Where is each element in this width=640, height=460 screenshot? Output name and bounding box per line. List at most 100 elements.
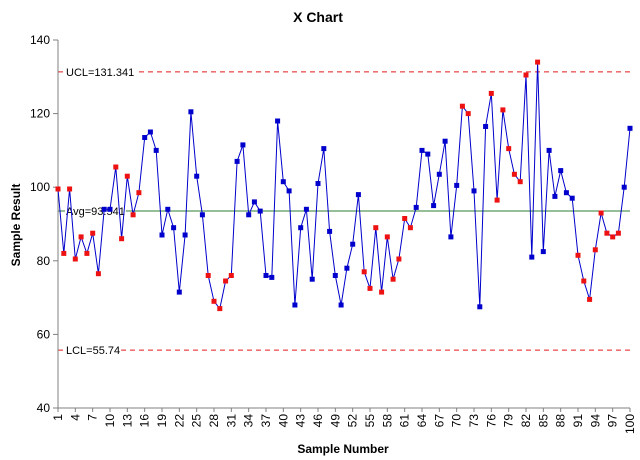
flagged-point bbox=[223, 278, 229, 284]
x-tick-label: 85 bbox=[536, 414, 550, 428]
x-tick-label: 76 bbox=[484, 414, 498, 428]
flagged-point bbox=[136, 190, 142, 196]
x-tick-label: 19 bbox=[155, 414, 169, 428]
data-point bbox=[413, 204, 419, 210]
data-point bbox=[332, 273, 338, 278]
reference-lines: UCL=131.341 Avg=93.541 LCL=55.74 bbox=[58, 66, 630, 358]
x-tick-label: 70 bbox=[450, 414, 464, 428]
data-point bbox=[321, 146, 327, 152]
flagged-point bbox=[361, 269, 367, 275]
flagged-point bbox=[581, 278, 587, 284]
flagged-point bbox=[465, 111, 471, 117]
x-tick-label: 7 bbox=[86, 414, 100, 421]
data-point bbox=[292, 302, 298, 308]
y-tick-label: 80 bbox=[37, 254, 51, 268]
data-point bbox=[563, 190, 569, 196]
x-tick-label: 91 bbox=[571, 414, 585, 428]
data-point bbox=[327, 228, 333, 234]
x-tick-label: 55 bbox=[363, 414, 377, 428]
flagged-point bbox=[119, 236, 125, 242]
data-point bbox=[171, 225, 177, 231]
data-point bbox=[529, 254, 535, 260]
data-point bbox=[188, 109, 194, 115]
data-point bbox=[142, 135, 148, 140]
data-point bbox=[471, 188, 477, 194]
y-tick-label: 140 bbox=[30, 33, 50, 47]
data-point bbox=[350, 241, 356, 247]
data-point bbox=[199, 212, 205, 218]
data-point bbox=[147, 129, 153, 135]
x-tick-label: 13 bbox=[120, 414, 134, 428]
y-tick-label: 60 bbox=[37, 327, 51, 341]
data-point bbox=[101, 206, 107, 212]
data-point bbox=[107, 206, 113, 212]
data-point bbox=[540, 249, 546, 255]
flagged-point bbox=[500, 107, 506, 113]
data-point bbox=[315, 181, 321, 186]
data-point bbox=[280, 179, 286, 185]
data-point bbox=[621, 184, 627, 190]
x-tick-label: 28 bbox=[207, 414, 221, 428]
y-tick-label: 100 bbox=[30, 180, 50, 194]
chart-title: X Chart bbox=[293, 9, 343, 25]
data-point bbox=[246, 212, 252, 218]
flagged-point bbox=[205, 273, 211, 278]
x-tick-label: 73 bbox=[467, 414, 481, 428]
data-point bbox=[303, 206, 309, 212]
flagged-point bbox=[575, 252, 581, 258]
flagged-point bbox=[598, 210, 604, 216]
flagged-point bbox=[95, 271, 101, 277]
x-tick-label: 40 bbox=[276, 414, 290, 428]
flagged-point bbox=[402, 216, 408, 221]
data-point bbox=[251, 199, 257, 205]
x-tick-label: 94 bbox=[588, 414, 602, 428]
x-tick-label: 97 bbox=[606, 414, 620, 428]
data-point bbox=[419, 147, 425, 153]
data-point bbox=[159, 232, 165, 238]
x-tick-label: 79 bbox=[502, 414, 516, 428]
data-point bbox=[627, 125, 633, 131]
data-point bbox=[552, 193, 558, 199]
x-tick-label: 67 bbox=[432, 414, 446, 428]
flagged-point bbox=[130, 212, 136, 218]
data-point bbox=[338, 302, 344, 308]
ucl-label-bg bbox=[65, 66, 136, 79]
data-point bbox=[298, 225, 304, 231]
flagged-point bbox=[523, 72, 529, 78]
flagged-point bbox=[373, 225, 379, 231]
data-point bbox=[286, 188, 292, 194]
flagged-point bbox=[615, 230, 621, 236]
y-tick-label: 40 bbox=[37, 401, 51, 415]
lcl-label: LCL=55.74 bbox=[66, 345, 120, 357]
x-tick-label: 25 bbox=[190, 414, 204, 428]
data-point bbox=[431, 203, 437, 209]
flagged-point bbox=[390, 276, 396, 282]
x-tick-label: 31 bbox=[224, 414, 238, 428]
flagged-point bbox=[90, 230, 96, 236]
data-point bbox=[477, 304, 483, 310]
x-tick-label: 100 bbox=[623, 414, 637, 434]
data-point bbox=[569, 195, 575, 201]
x-tick-label: 58 bbox=[380, 414, 394, 428]
x-tick-label: 52 bbox=[346, 414, 360, 428]
x-tick-label: 22 bbox=[172, 414, 186, 428]
data-point bbox=[344, 265, 350, 271]
flagged-point bbox=[61, 250, 67, 256]
lcl-label-bg bbox=[65, 345, 122, 358]
data-point bbox=[194, 173, 200, 179]
x-tick-label: 61 bbox=[398, 414, 412, 428]
data-point bbox=[442, 138, 448, 144]
flagged-point bbox=[228, 273, 234, 278]
data-point bbox=[454, 182, 460, 188]
data-point bbox=[182, 232, 188, 238]
flagged-point bbox=[55, 186, 61, 192]
flagged-point bbox=[494, 197, 500, 203]
flagged-point bbox=[384, 234, 390, 240]
data-point bbox=[355, 192, 361, 198]
x-axis-title: Sample Number bbox=[297, 442, 389, 456]
x-tick-label: 10 bbox=[103, 414, 117, 428]
flagged-point bbox=[587, 296, 593, 302]
flagged-point bbox=[506, 146, 512, 152]
flagged-point bbox=[488, 90, 494, 96]
